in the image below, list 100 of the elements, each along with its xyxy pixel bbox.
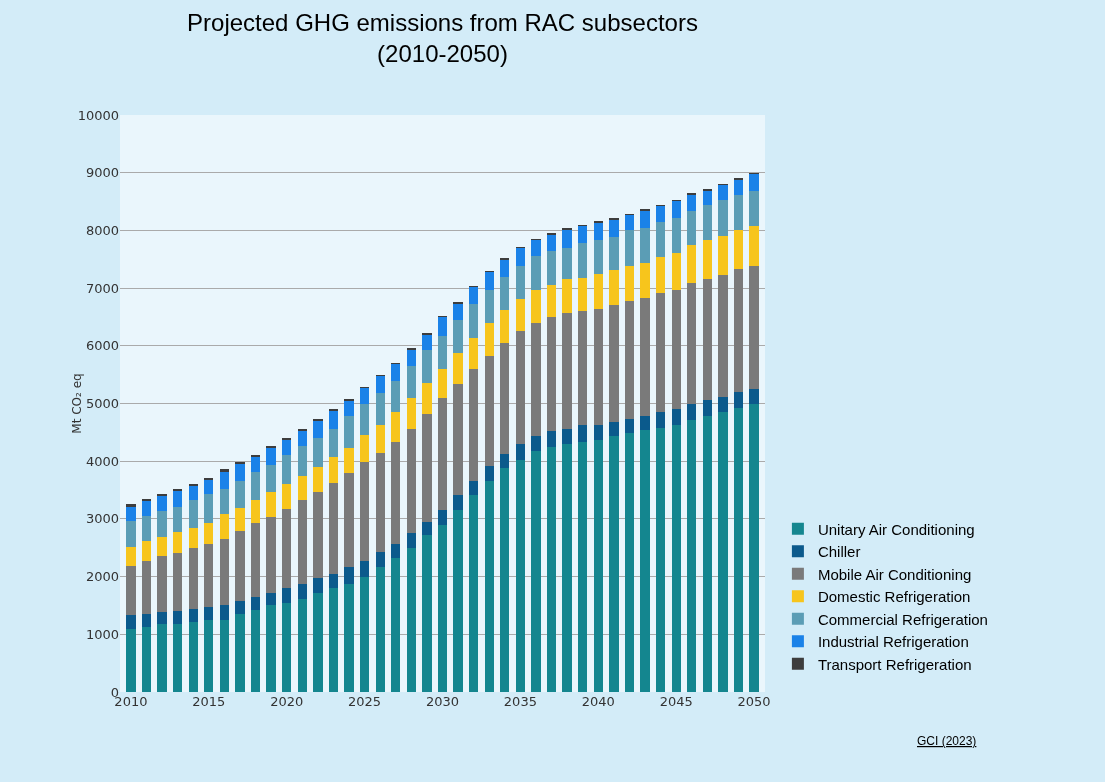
bar [500, 342, 510, 454]
bar [749, 265, 759, 390]
bar [500, 310, 510, 343]
bar [749, 190, 759, 226]
bar [266, 593, 276, 606]
bar [126, 506, 136, 522]
legend-label: Industrial Refrigeration [817, 633, 969, 651]
bar [609, 305, 619, 422]
y-tick-label: 4000 [85, 453, 119, 469]
bar [640, 227, 650, 263]
bar [578, 441, 588, 692]
bar [655, 222, 666, 257]
bar [219, 605, 230, 620]
bar [500, 453, 510, 469]
bar [702, 400, 713, 416]
bar [453, 509, 463, 692]
bar [219, 619, 230, 692]
bar [235, 481, 245, 508]
bar [484, 481, 494, 692]
bar [453, 353, 463, 384]
bar [126, 503, 136, 507]
bar [313, 578, 323, 593]
bar [235, 600, 245, 614]
bar [172, 552, 183, 611]
bar [578, 310, 588, 426]
x-tick-label: 2025 [348, 694, 382, 709]
bar [624, 301, 635, 420]
bar [624, 419, 635, 433]
y-tick-label: 10000 [77, 107, 119, 123]
bar [640, 262, 650, 298]
bar [624, 265, 635, 302]
bar [297, 500, 307, 584]
bar [375, 375, 385, 394]
bar [422, 521, 432, 536]
bar [453, 303, 463, 320]
bar [655, 256, 666, 294]
bar [266, 445, 276, 448]
y-tick-label: 1000 [85, 626, 119, 642]
bar [172, 610, 183, 625]
legend-label: Commercial Refrigeration [817, 610, 988, 628]
x-tick-label: 2035 [503, 694, 537, 709]
bar [733, 391, 744, 408]
bar [687, 419, 697, 692]
bar [250, 456, 261, 473]
bar [359, 561, 370, 577]
bar [235, 507, 245, 532]
bar [328, 428, 339, 458]
bar [546, 316, 557, 432]
bar [640, 210, 650, 228]
bar [328, 587, 339, 692]
bar [531, 255, 541, 291]
bar [609, 270, 619, 306]
bar [484, 355, 494, 467]
y-tick-label: 9000 [85, 165, 119, 181]
bar [235, 531, 245, 601]
bar [624, 432, 635, 692]
bar [515, 460, 526, 692]
bar [375, 552, 385, 567]
bar [344, 400, 354, 416]
x-tick-label: 2030 [425, 694, 460, 709]
bar [468, 369, 479, 481]
bar [531, 436, 541, 451]
bar [282, 508, 292, 588]
bar [500, 276, 510, 311]
bar [250, 522, 261, 598]
bar [437, 509, 448, 526]
bar [359, 387, 370, 405]
bar [437, 316, 448, 336]
bar [282, 602, 292, 692]
bar [484, 323, 494, 356]
bar [188, 608, 198, 622]
bar [375, 452, 385, 553]
bar [671, 218, 681, 253]
x-tick-label: 2015 [192, 694, 226, 709]
bar [328, 411, 339, 429]
bar [453, 495, 463, 510]
bar [593, 222, 603, 240]
bar [624, 230, 635, 266]
bar [359, 462, 370, 562]
bar [671, 289, 681, 410]
bar [406, 533, 417, 548]
bar [640, 297, 650, 416]
bar [157, 495, 167, 512]
bar [687, 194, 697, 211]
bar [141, 561, 152, 614]
bar [609, 236, 619, 271]
bar [453, 383, 463, 496]
bar [468, 337, 479, 370]
bar [250, 472, 261, 501]
bar [375, 424, 385, 453]
bar [437, 398, 448, 510]
bar [562, 444, 572, 692]
bar [640, 415, 650, 431]
bar [297, 599, 307, 692]
bar [531, 239, 541, 256]
bar [578, 425, 588, 442]
bar [593, 439, 603, 692]
bar [640, 430, 650, 692]
bar [671, 200, 681, 219]
bar [344, 447, 354, 473]
